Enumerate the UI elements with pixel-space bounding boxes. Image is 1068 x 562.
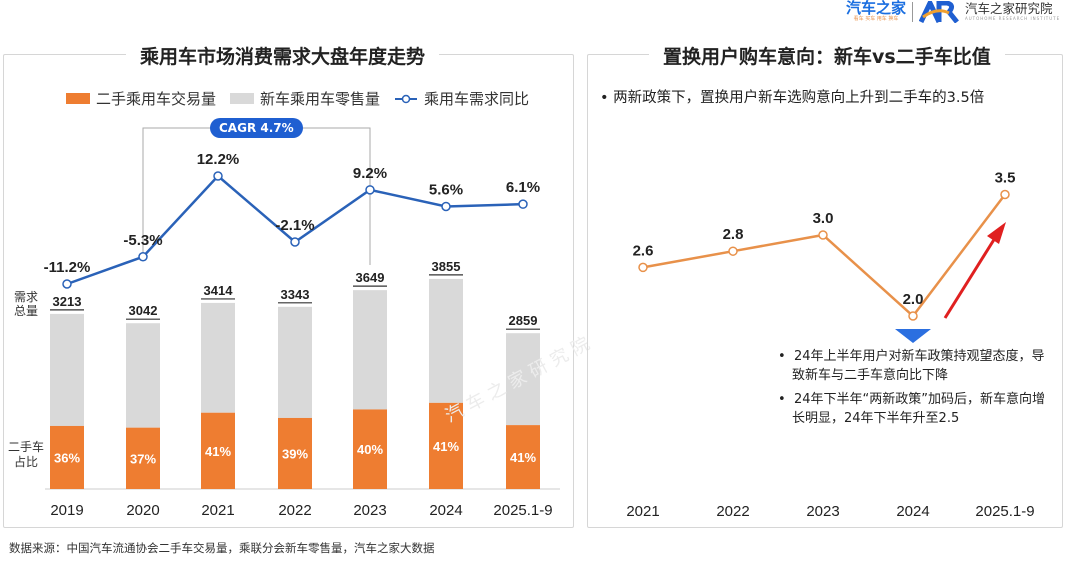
- total-label-2025.1-9: 2859: [509, 313, 538, 328]
- bar-new-2024: [429, 278, 463, 403]
- bar-used-2024: [429, 402, 463, 489]
- brand-tagline: 看车 买车 用车 换车: [853, 16, 899, 22]
- institute-subtitle: AUTOHOME RESEARCH INSTITUTE: [965, 16, 1061, 21]
- yoy-label-2022: -2.1%: [275, 217, 314, 234]
- total-label-2019: 3213: [53, 294, 82, 309]
- down-triangle-marker: [895, 329, 931, 343]
- x-tick-2024: 2024: [429, 502, 462, 519]
- up-arrow-shaft: [943, 237, 997, 319]
- legend-line-label: 乘用车需求同比: [424, 90, 530, 108]
- ratio-point-2022: [728, 246, 738, 256]
- x-tick-2019: 2019: [50, 502, 83, 519]
- ratio-point-2021: [638, 262, 648, 273]
- right-headline-bullet: • 两新政策下，置换用户新车选购意向上升到二手车的3.5倍: [600, 90, 985, 106]
- legend-new-swatch: [230, 93, 255, 104]
- bar-used-2020: [126, 427, 160, 489]
- right-note-2: • 24年下半年“两新政策”加码后，新车意向增长明显，24年下半年升至2.5: [778, 392, 1045, 426]
- data-source-footnote: 数据来源：中国汽车流通协会二手车交易量，乘联分会新车零售量，汽车之家大数据: [9, 541, 435, 555]
- bar-new-2022: [278, 306, 312, 418]
- x-tick-2024: 2024: [896, 503, 929, 520]
- total-label-2020: 3042: [129, 303, 158, 318]
- right-chart: 2.6 2021 2.8 2022 3.0 2023 2.0 2024 3.5 2025.1-9: [626, 170, 1034, 521]
- total-label-2022: 3343: [281, 287, 310, 302]
- yoy-point-2024: [441, 201, 451, 212]
- yoy-point-2020: [138, 252, 148, 262]
- bar-used-2019: [50, 425, 84, 489]
- legend-new-label: 新车乘用车零售量: [260, 90, 381, 108]
- x-tick-2021: 2021: [201, 502, 234, 519]
- institute-name: 汽车之家研究院: [965, 1, 1053, 16]
- autohome-logo: 汽车之家 看车 买车 用车 换车: [846, 0, 906, 23]
- share-label-2022: 39%: [282, 446, 308, 461]
- bar-new-2020: [126, 323, 160, 428]
- yoy-point-2019: [62, 279, 72, 289]
- ratio-label-2024: 2.0: [903, 291, 924, 308]
- bar-used-2023: [353, 409, 387, 489]
- yoy-point-2023: [365, 185, 375, 195]
- logo-divider: [912, 1, 914, 22]
- bar-new-2023: [353, 290, 387, 410]
- bar-used-2025.1-9: [506, 425, 540, 489]
- ratio-label-2023: 3.0: [813, 210, 834, 227]
- research-institute-logo-icon: [919, 0, 959, 23]
- share-label-2023: 40%: [357, 442, 383, 457]
- up-arrow-head: [987, 222, 1006, 244]
- x-tick-2023: 2023: [806, 503, 839, 520]
- share-label-2021: 41%: [205, 444, 231, 459]
- total-label-2024: 3855: [432, 259, 461, 274]
- x-tick-2022: 2022: [716, 503, 749, 520]
- left-chart: 36% 3213 2019 37% 3042 2020 41% 3414 2021 39% 3343…: [44, 127, 560, 519]
- bar-used-2021: [201, 412, 235, 489]
- share-label-2024: 41%: [433, 439, 459, 454]
- left-legend: 二手乘用车交易量 新车乘用车零售量 乘用车需求同比: [66, 88, 529, 109]
- logo: 汽车之家 看车 买车 用车 换车 汽车之家研究院 AUTOHOME RESEAR…: [846, 0, 1060, 23]
- bar-new-2021: [201, 302, 235, 413]
- legend-line-icon: [395, 94, 418, 103]
- row-label-total: 需求 总量: [14, 290, 39, 318]
- share-label-2019: 36%: [54, 450, 80, 465]
- ratio-label-2021: 2.6: [633, 242, 654, 259]
- legend-used-label: 二手乘用车交易量: [96, 90, 217, 108]
- ratio-point-2025.1-9: [1000, 189, 1010, 200]
- yoy-point-2021: [213, 171, 223, 181]
- ratio-point-2023: [818, 230, 828, 240]
- right-note-1: • 24年上半年用户对新车政策持观望态度，导致新车与二手车意向比下降: [778, 349, 1045, 383]
- yoy-label-2023: 9.2%: [353, 165, 387, 182]
- x-tick-2020: 2020: [126, 502, 159, 519]
- x-tick-2023: 2023: [353, 502, 386, 519]
- left-chart-title: 乘用车市场消费需求大盘年度走势: [126, 42, 440, 69]
- share-label-2025.1-9: 41%: [510, 450, 536, 465]
- yoy-label-2024: 5.6%: [429, 181, 463, 198]
- legend-used-swatch: [66, 93, 90, 104]
- bar-new-2025.1-9: [506, 333, 540, 426]
- row-label-share: 二手车 占比: [8, 440, 45, 469]
- x-tick-2025.1-9: 2025.1-9: [493, 502, 552, 519]
- x-tick-2025.1-9: 2025.1-9: [975, 503, 1034, 520]
- bar-used-2022: [278, 417, 312, 489]
- share-label-2020: 37%: [130, 451, 156, 466]
- bar-new-2019: [50, 313, 84, 426]
- ratio-label-2022: 2.8: [723, 226, 744, 243]
- yoy-label-2020: -5.3%: [123, 232, 162, 249]
- yoy-point-2022: [290, 237, 300, 247]
- x-tick-2021: 2021: [626, 503, 659, 520]
- yoy-label-2019: -11.2%: [44, 259, 91, 276]
- brand-name: 汽车之家: [846, 0, 907, 17]
- ratio-label-2025.1-9: 3.5: [995, 170, 1016, 187]
- right-chart-title: 置换用户购车意向：新车vs二手车比值: [649, 42, 1005, 69]
- cagr-badge: CAGR 4.7%: [210, 118, 303, 138]
- total-label-2023: 3649: [356, 270, 385, 285]
- yoy-label-2025.1-9: 6.1%: [506, 179, 540, 196]
- ratio-point-2024: [908, 311, 918, 321]
- yoy-point-2025.1-9: [518, 199, 528, 209]
- x-tick-2022: 2022: [278, 502, 311, 519]
- total-label-2021: 3414: [204, 283, 234, 298]
- yoy-label-2021: 12.2%: [197, 151, 240, 168]
- right-notes: • 24年上半年用户对新车政策持观望态度，导致新车与二手车意向比下降 • 24年…: [778, 347, 1054, 428]
